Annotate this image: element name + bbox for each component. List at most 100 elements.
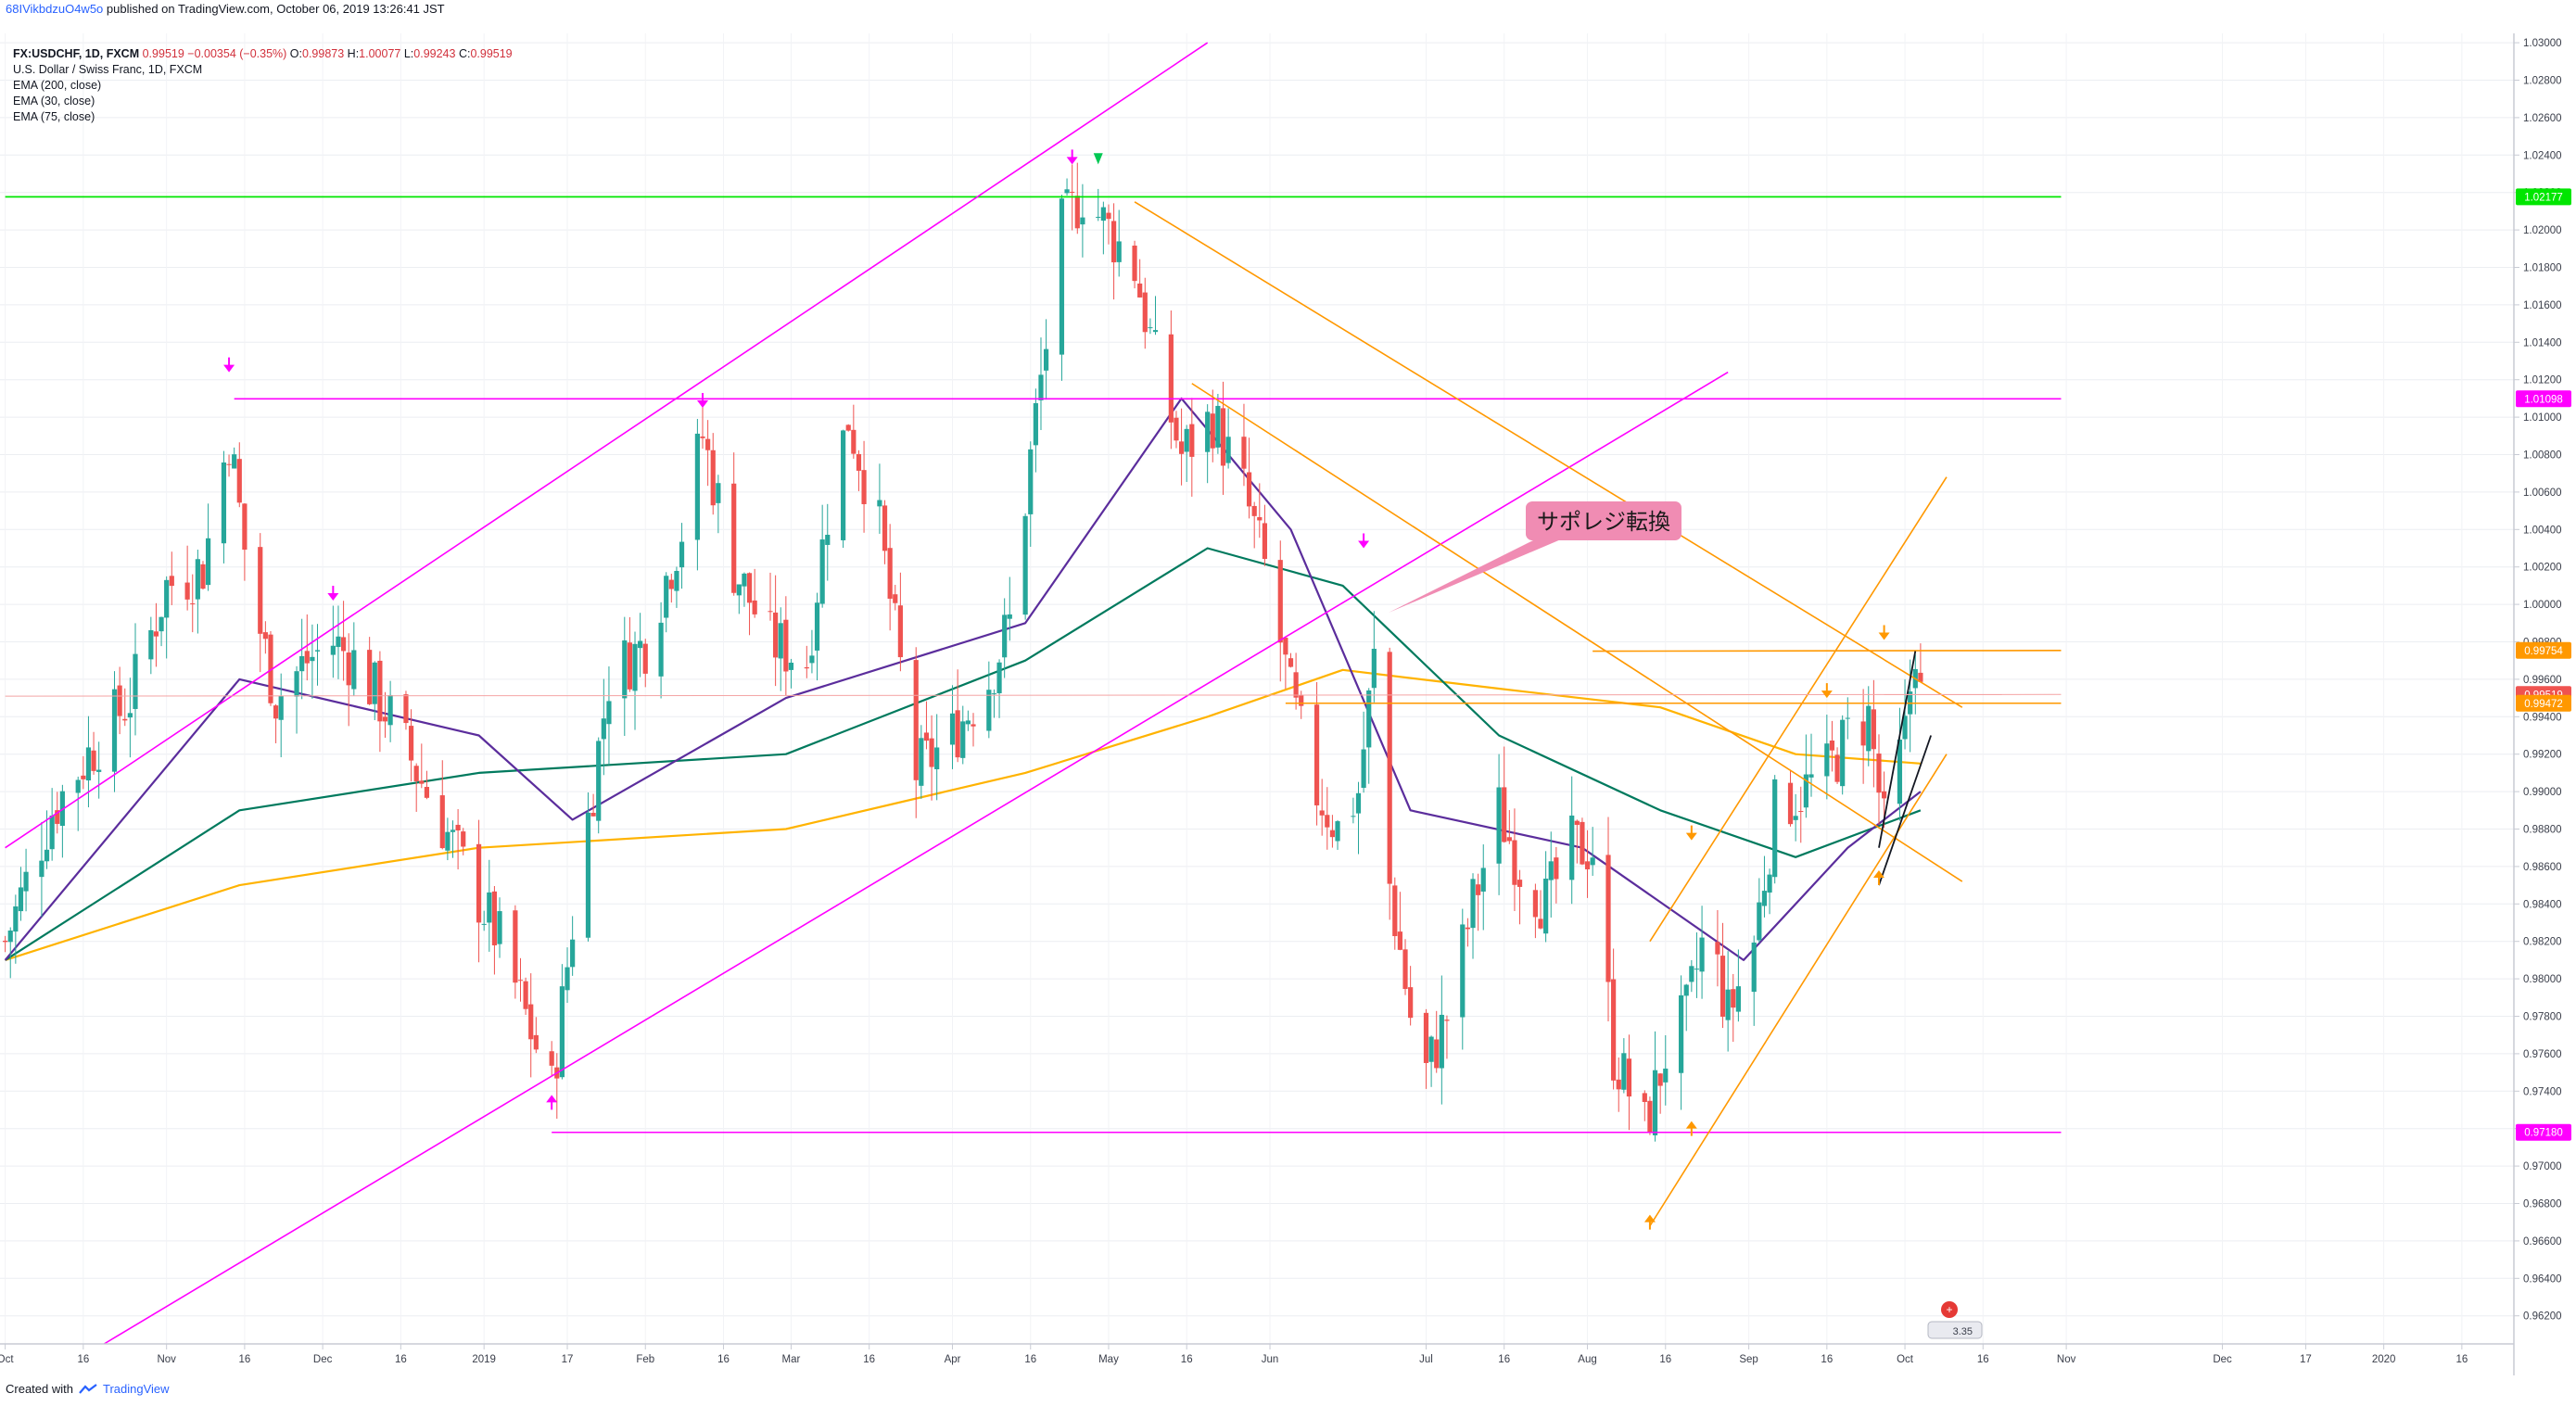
price-tick-label: 1.01600 xyxy=(2523,300,2562,311)
candle-body xyxy=(346,652,351,686)
time-tick-label: Oct xyxy=(0,1354,14,1365)
candle-body xyxy=(1465,927,1471,930)
footer-brand[interactable]: TradingView xyxy=(102,1382,170,1396)
current-price-line xyxy=(5,693,2062,697)
candle-body xyxy=(336,636,341,648)
price-tick-label: 0.96400 xyxy=(2523,1273,2562,1285)
candle-body xyxy=(314,650,321,652)
candle-body xyxy=(340,637,347,652)
candle-body xyxy=(1293,672,1299,698)
candle-body xyxy=(768,611,773,613)
candle-body xyxy=(1502,787,1507,842)
candle-body xyxy=(195,559,200,600)
candle-body xyxy=(1881,791,1887,799)
arrow-down-icon xyxy=(697,400,709,408)
candle-body xyxy=(367,650,373,704)
candle-body xyxy=(408,726,414,761)
candle-body xyxy=(825,534,831,545)
legend-indicator-ema200[interactable]: EMA (200, close) xyxy=(13,79,102,92)
time-tick-label: 16 xyxy=(1024,1354,1036,1365)
candle-body xyxy=(59,791,65,827)
candle-body xyxy=(1251,505,1257,516)
candle-body xyxy=(262,632,268,640)
legend-indicator-ema30[interactable]: EMA (30, close) xyxy=(13,95,95,108)
candle-body xyxy=(585,812,591,938)
price-tick-label: 0.96600 xyxy=(2523,1236,2562,1248)
candle-body xyxy=(153,631,159,637)
candle-body xyxy=(1313,704,1320,805)
candle-body xyxy=(310,656,315,662)
legend-close-label: C: xyxy=(458,47,471,60)
candle-body xyxy=(705,438,711,450)
candle-body xyxy=(424,787,430,798)
candle-body xyxy=(971,724,976,727)
candle-body xyxy=(1516,880,1523,887)
candle-body xyxy=(133,653,138,709)
time-tick-label: Nov xyxy=(2057,1354,2076,1365)
chart-frame[interactable]: 1.030001.028001.026001.024001.022001.020… xyxy=(0,33,2576,1375)
time-tick-label: 16 xyxy=(1977,1354,1989,1365)
candle-body xyxy=(528,1004,534,1040)
candle-body xyxy=(81,775,86,779)
candle-body xyxy=(1225,437,1231,463)
candle-body xyxy=(49,816,55,850)
candle-body xyxy=(497,911,502,944)
candle-body xyxy=(184,582,190,600)
candle-body xyxy=(1569,815,1575,880)
price-level-tag-label: 0.99754 xyxy=(2524,646,2563,657)
candle-body xyxy=(638,640,643,649)
candle-body xyxy=(1184,428,1189,452)
candle-body xyxy=(461,831,466,847)
candle-body xyxy=(664,576,669,618)
candle-body xyxy=(491,891,498,945)
candle-body xyxy=(1033,403,1038,446)
candle-body xyxy=(23,871,29,892)
candle-body xyxy=(517,980,524,982)
price-tick-label: 1.02000 xyxy=(2523,225,2562,236)
candle-body xyxy=(232,454,237,469)
legend-high-label: H: xyxy=(347,47,360,60)
downtrend-line-orange xyxy=(1134,201,1963,708)
candle-body xyxy=(1142,292,1148,333)
candle-body xyxy=(445,831,450,851)
author-link[interactable]: 68IVikbdzuO4w5o xyxy=(6,2,104,16)
legend-indicator-ema75[interactable]: EMA (75, close) xyxy=(13,110,95,123)
candle-body xyxy=(934,747,940,770)
candle-body xyxy=(39,860,44,878)
event-badge[interactable]: + 3.35 xyxy=(1927,1301,1983,1339)
legend-low: 0.99243 xyxy=(413,47,456,60)
candle-body xyxy=(117,685,122,716)
candle-body xyxy=(1080,217,1085,225)
candle-body xyxy=(111,689,118,772)
candle-body xyxy=(1371,648,1377,689)
arrow-down-icon xyxy=(223,364,235,373)
candle-body xyxy=(476,843,482,923)
candle-body xyxy=(814,602,820,651)
candle-body xyxy=(294,671,299,697)
legend-symbol: FX:USDCHF, 1D, FXCM xyxy=(13,47,140,60)
ema200-line xyxy=(5,668,1921,961)
candle-body xyxy=(955,710,960,758)
grid-lines xyxy=(0,33,2514,1344)
price-tick-label: 0.97000 xyxy=(2523,1161,2562,1172)
candle-body xyxy=(1428,1036,1434,1062)
annotation-callout[interactable]: サポレジ転換 xyxy=(1389,501,1681,613)
candle-body xyxy=(919,738,924,786)
uptrend-line-black xyxy=(1878,735,1932,886)
candle-body xyxy=(1663,1068,1669,1083)
time-tick-label: 16 xyxy=(1821,1354,1833,1365)
candle-body xyxy=(3,940,8,943)
candle-body xyxy=(221,462,227,544)
candle-body xyxy=(1580,821,1585,865)
candle-body xyxy=(991,693,997,695)
candle-body xyxy=(606,701,612,725)
candle-body xyxy=(923,732,930,741)
candle-body xyxy=(1616,1079,1621,1090)
candle-body xyxy=(694,433,700,540)
candle-body xyxy=(1064,189,1070,194)
candle-body xyxy=(882,505,888,551)
candle-body xyxy=(1335,821,1340,842)
candle-body xyxy=(1824,743,1830,777)
candle-body xyxy=(1699,937,1705,972)
time-axis[interactable]: Oct 16 Nov 16 Dec 16 2019 17 Feb 16 Mar 16 Apr 16 May 1… xyxy=(0,1344,2468,1365)
